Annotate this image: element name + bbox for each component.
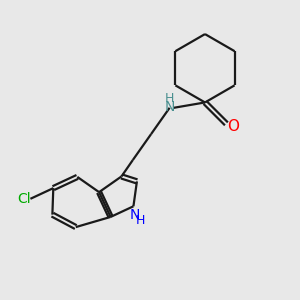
Text: H: H — [135, 214, 145, 227]
Text: Cl: Cl — [17, 192, 31, 206]
Text: N: N — [164, 100, 175, 114]
Text: N: N — [130, 208, 140, 222]
Text: O: O — [227, 119, 239, 134]
Text: H: H — [165, 92, 174, 105]
